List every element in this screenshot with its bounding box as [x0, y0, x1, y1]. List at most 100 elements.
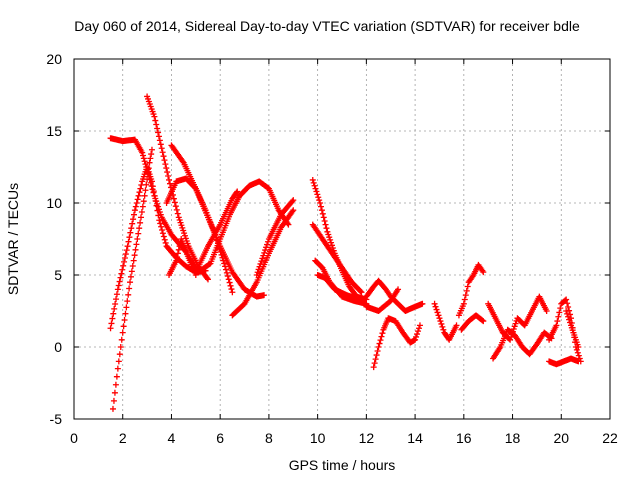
- x-tick-label: 0: [70, 430, 78, 446]
- data-point: [323, 225, 330, 232]
- series-s21: [485, 293, 550, 343]
- series-s14: [314, 272, 363, 303]
- x-tick-label: 18: [505, 430, 521, 446]
- data-point: [123, 304, 130, 311]
- data-point: [112, 300, 119, 307]
- data-point: [314, 191, 321, 198]
- data-point: [439, 323, 446, 330]
- data-point: [285, 221, 292, 228]
- data-point: [226, 279, 233, 286]
- data-point: [131, 252, 138, 259]
- data-point: [176, 243, 183, 250]
- series-s22: [490, 326, 555, 362]
- data-point: [221, 260, 228, 267]
- x-tick-label: 8: [265, 430, 273, 446]
- data-point: [127, 229, 134, 236]
- data-point: [119, 266, 126, 273]
- data-point: [128, 225, 135, 232]
- data-point: [138, 214, 144, 221]
- data-point: [148, 146, 155, 153]
- data-point: [123, 247, 130, 254]
- data-point: [290, 207, 297, 214]
- data-point: [414, 331, 421, 338]
- data-point: [136, 225, 143, 232]
- x-tick-label: 14: [407, 430, 423, 446]
- data-point: [378, 333, 385, 340]
- data-point: [108, 320, 115, 327]
- data-point: [121, 254, 128, 261]
- data-point: [155, 212, 162, 219]
- data-point: [170, 195, 177, 202]
- data-point: [134, 236, 141, 242]
- y-tick-label: 5: [54, 267, 62, 283]
- series-s20: [458, 312, 487, 333]
- data-point: [315, 194, 322, 201]
- data-point: [416, 322, 423, 329]
- data-point: [113, 373, 120, 380]
- data-point: [121, 317, 128, 323]
- data-point: [165, 173, 172, 179]
- y-tick-label: 20: [46, 51, 62, 67]
- data-point: [377, 337, 384, 344]
- data-point: [229, 289, 236, 296]
- x-tick-label: 6: [216, 430, 224, 446]
- data-point: [321, 218, 328, 224]
- data-point: [147, 155, 154, 162]
- data-point: [117, 274, 124, 281]
- data-point: [143, 181, 150, 188]
- data-point: [159, 230, 166, 237]
- data-point: [127, 273, 134, 280]
- data-point: [107, 325, 114, 332]
- data-point: [313, 188, 320, 195]
- data-point: [163, 165, 170, 172]
- data-point: [228, 286, 235, 293]
- data-point: [174, 210, 181, 217]
- data-point: [432, 303, 439, 310]
- data-point: [565, 313, 572, 320]
- data-point: [263, 244, 270, 251]
- data-point: [225, 276, 232, 283]
- data-point: [464, 283, 471, 290]
- data-point: [218, 251, 225, 258]
- data-point: [325, 231, 332, 238]
- data-point: [358, 289, 365, 296]
- data-point: [166, 180, 173, 187]
- data-point: [373, 352, 380, 359]
- data-point: [109, 315, 116, 322]
- data-point: [290, 197, 297, 204]
- data-point: [122, 251, 129, 258]
- data-point: [122, 310, 129, 317]
- data-point: [480, 269, 487, 276]
- data-point: [129, 263, 136, 269]
- data-point: [261, 292, 268, 299]
- data-point: [311, 182, 318, 189]
- data-point: [438, 320, 445, 327]
- data-point: [554, 318, 561, 325]
- data-point: [130, 211, 137, 218]
- data-point: [317, 200, 324, 206]
- data-point: [156, 137, 163, 144]
- data-point: [146, 159, 153, 166]
- data-point: [115, 282, 122, 289]
- series-s23: [546, 296, 584, 365]
- data-point: [151, 113, 158, 120]
- data-point: [227, 282, 234, 289]
- data-point: [253, 272, 260, 278]
- series-s12: [309, 221, 365, 296]
- data-point: [310, 179, 317, 186]
- data-point: [129, 220, 136, 227]
- y-tick-label: -5: [50, 411, 63, 427]
- data-point: [154, 207, 161, 214]
- data-point: [555, 313, 562, 320]
- x-tick-label: 22: [602, 430, 618, 446]
- data-point: [132, 246, 139, 253]
- data-point: [289, 198, 296, 205]
- data-point: [159, 149, 166, 156]
- data-point: [260, 252, 267, 259]
- data-point: [151, 192, 158, 199]
- series-s1: [107, 135, 199, 278]
- data-point: [161, 236, 168, 243]
- data-point: [121, 258, 128, 265]
- data-point: [224, 273, 231, 280]
- data-point: [322, 221, 329, 228]
